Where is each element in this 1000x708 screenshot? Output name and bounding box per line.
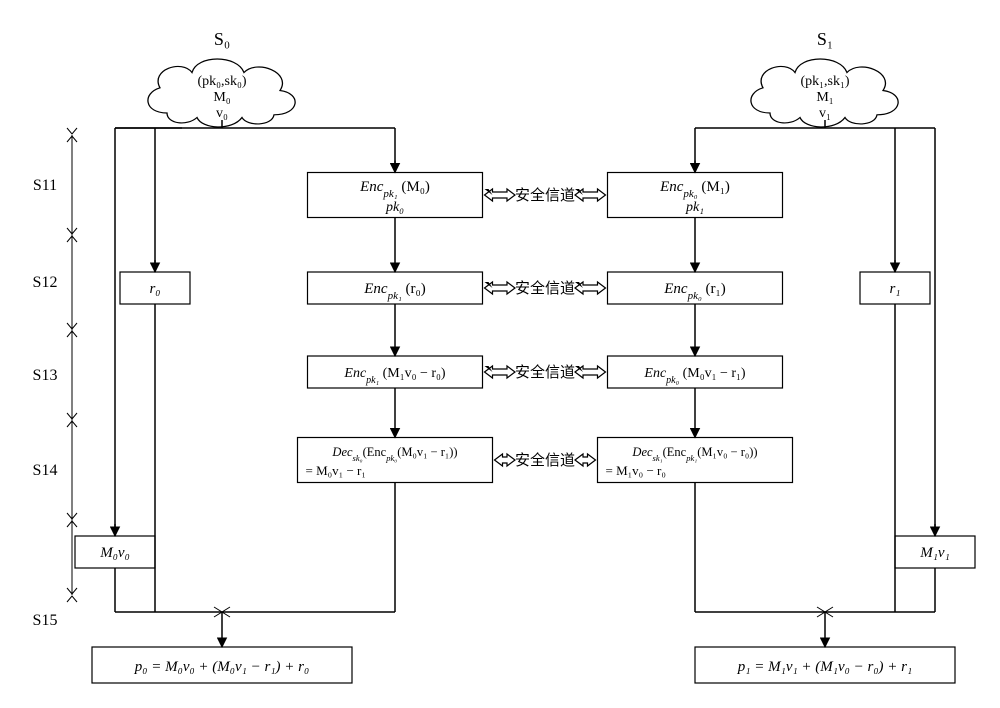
svg-text:M₁: M₁ bbox=[816, 90, 833, 105]
svg-text:Decsk₁(Encpk₁(M₁v₀ − r₀)): Decsk₁(Encpk₁(M₁v₀ − r₀)) bbox=[631, 445, 757, 463]
svg-text:S12: S12 bbox=[33, 274, 58, 291]
svg-text:S14: S14 bbox=[33, 462, 58, 479]
svg-text:Encpk₁ (r₀): Encpk₁ (r₀) bbox=[363, 281, 426, 302]
svg-text:S11: S11 bbox=[33, 177, 57, 194]
svg-text:Encpk₀ (r₁): Encpk₀ (r₁) bbox=[663, 281, 726, 302]
svg-text:(pk₀,sk₀): (pk₀,sk₀) bbox=[197, 74, 246, 89]
svg-text:S13: S13 bbox=[33, 367, 58, 384]
svg-text:M₀v₀: M₀v₀ bbox=[99, 545, 130, 561]
svg-text:M₀: M₀ bbox=[213, 90, 230, 105]
svg-text:r₀: r₀ bbox=[149, 281, 160, 297]
svg-text:pk₁: pk₁ bbox=[685, 200, 704, 215]
svg-text:M₁v₁: M₁v₁ bbox=[919, 545, 950, 561]
svg-text:r₁: r₁ bbox=[889, 281, 900, 297]
svg-text:S₁: S₁ bbox=[817, 29, 833, 49]
svg-text:= M₁v₀ − r₀: = M₁v₀ − r₀ bbox=[606, 463, 666, 478]
svg-text:(pk₁,sk₁): (pk₁,sk₁) bbox=[800, 74, 849, 89]
svg-text:v₀: v₀ bbox=[216, 106, 228, 121]
svg-text:安全信道: 安全信道 bbox=[515, 451, 575, 469]
svg-text:安全信道: 安全信道 bbox=[515, 279, 575, 297]
svg-text:= M₀v₁ − r₁: = M₀v₁ − r₁ bbox=[306, 463, 366, 478]
svg-text:pk₀: pk₀ bbox=[385, 200, 404, 215]
svg-text:p₁ = M₁v₁ + (M₁v₀ − r₀) + r₁: p₁ = M₁v₁ + (M₁v₀ − r₀) + r₁ bbox=[737, 659, 912, 675]
svg-text:S15: S15 bbox=[33, 612, 58, 629]
svg-text:v₁: v₁ bbox=[819, 106, 831, 121]
svg-text:Encpk₁ (M₁v₀ − r₀): Encpk₁ (M₁v₀ − r₀) bbox=[343, 366, 445, 386]
svg-text:p₀ = M₀v₀ + (M₀v₁ − r₁) + r₀: p₀ = M₀v₀ + (M₀v₁ − r₁) + r₀ bbox=[134, 659, 309, 675]
svg-text:Encpk₁ (M₀): Encpk₁ (M₀) bbox=[359, 179, 430, 200]
svg-text:S₀: S₀ bbox=[214, 29, 230, 49]
svg-text:安全信道: 安全信道 bbox=[515, 186, 575, 204]
svg-text:安全信道: 安全信道 bbox=[515, 363, 575, 381]
svg-text:Encpk₀ (M₀v₁ − r₁): Encpk₀ (M₀v₁ − r₁) bbox=[643, 366, 745, 386]
svg-text:Encpk₀ (M₁): Encpk₀ (M₁) bbox=[659, 179, 730, 200]
svg-text:Decsk₀(Encpk₀(M₀v₁ − r₁)): Decsk₀(Encpk₀(M₀v₁ − r₁)) bbox=[331, 445, 457, 463]
